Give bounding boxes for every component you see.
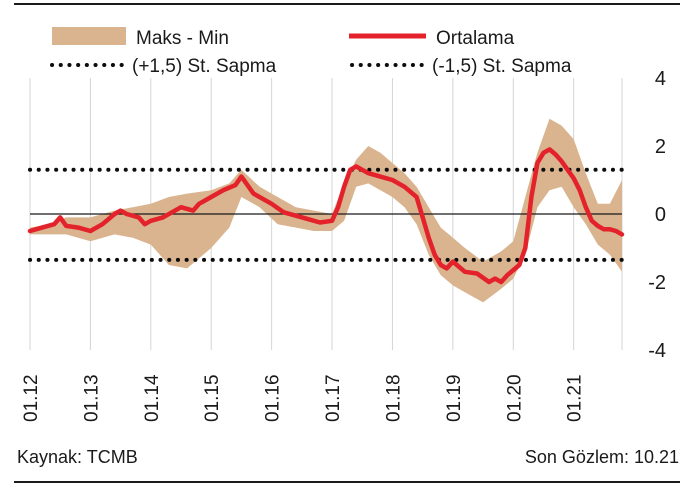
x-tick-label: 01.16 (263, 374, 284, 422)
x-tick-label: 01.17 (323, 374, 344, 422)
legend-lower-label: (-1,5) St. Sapma (432, 56, 572, 77)
chart: 420-2-4 01.12 01.13 01.14 01.15 01.16 01.17 01… (21, 27, 666, 422)
legend-band-label: Maks - Min (136, 28, 229, 49)
y-tick-label: 2 (655, 136, 666, 158)
legend: Maks - Min Ortalama (+1,5) St. Sapma (-1… (50, 27, 572, 77)
y-tick-label: -2 (648, 272, 666, 294)
legend-band-swatch (52, 27, 126, 45)
band-layer (30, 118, 622, 303)
x-tick-label: 01.20 (504, 374, 525, 422)
x-tick-label: 01.19 (444, 374, 465, 422)
mean-line-layer (27, 147, 625, 285)
mean-series-line (27, 147, 625, 285)
x-tick-label: 01.21 (565, 374, 586, 422)
bottom-rule (14, 481, 680, 483)
legend-upper-label: (+1,5) St. Sapma (132, 56, 277, 77)
y-tick-label: -4 (648, 340, 666, 362)
x-tick-label: 01.14 (142, 374, 163, 422)
x-tick-label: 01.18 (383, 374, 404, 422)
min-max-band (30, 118, 622, 303)
last-observation-note: Son Gözlem: 10.21 (524, 447, 679, 467)
legend-mean-label: Ortalama (436, 28, 515, 49)
y-axis-ticks: 4 2 0 -2 -4 (648, 68, 666, 362)
x-tick-label: 01.12 (21, 374, 42, 422)
source-note: Kaynak: TCMB (17, 447, 138, 467)
y-tick-label: 4 (655, 68, 666, 90)
x-tick-label: 01.15 (202, 374, 223, 422)
y-tick-label: 0 (655, 204, 666, 226)
x-tick-label: 01.13 (81, 374, 102, 422)
top-rule (14, 3, 680, 5)
x-axis-ticks: 01.12 01.13 01.14 01.15 01.16 01.17 01.18 01.19… (21, 374, 586, 422)
